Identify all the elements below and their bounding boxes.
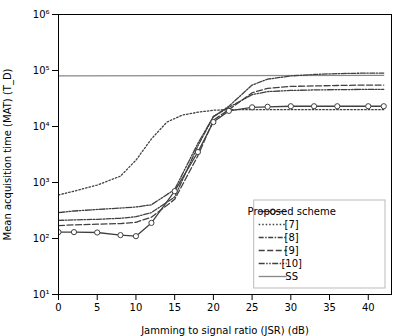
svg-text:10⁶: 10⁶ [33, 9, 50, 20]
svg-text:[7]: [7] [285, 219, 299, 230]
svg-text:[8]: [8] [285, 232, 299, 243]
svg-text:10⁵: 10⁵ [33, 65, 50, 76]
svg-text:25: 25 [246, 302, 259, 313]
svg-text:10⁴: 10⁴ [33, 121, 50, 132]
svg-text:10: 10 [130, 302, 143, 313]
svg-text:SS: SS [285, 271, 298, 282]
svg-text:10³: 10³ [33, 177, 50, 188]
svg-text:10²: 10² [33, 233, 50, 244]
svg-text:5: 5 [94, 302, 100, 313]
svg-text:20: 20 [207, 302, 220, 313]
svg-text:[10]: [10] [281, 258, 302, 269]
svg-text:30: 30 [284, 302, 297, 313]
svg-text:35: 35 [323, 302, 336, 313]
svg-text:40: 40 [362, 302, 375, 313]
svg-text:Proposed scheme: Proposed scheme [248, 206, 336, 217]
svg-text:[9]: [9] [285, 245, 299, 256]
svg-text:Jamming to signal ratio (JSR): Jamming to signal ratio (JSR) (dB) [140, 325, 309, 336]
svg-text:0: 0 [55, 302, 61, 313]
svg-text:10¹: 10¹ [33, 289, 50, 300]
svg-text:Mean acquisition time (MAT) (T: Mean acquisition time (MAT) (T_D) [2, 68, 14, 240]
svg-text:15: 15 [168, 302, 181, 313]
